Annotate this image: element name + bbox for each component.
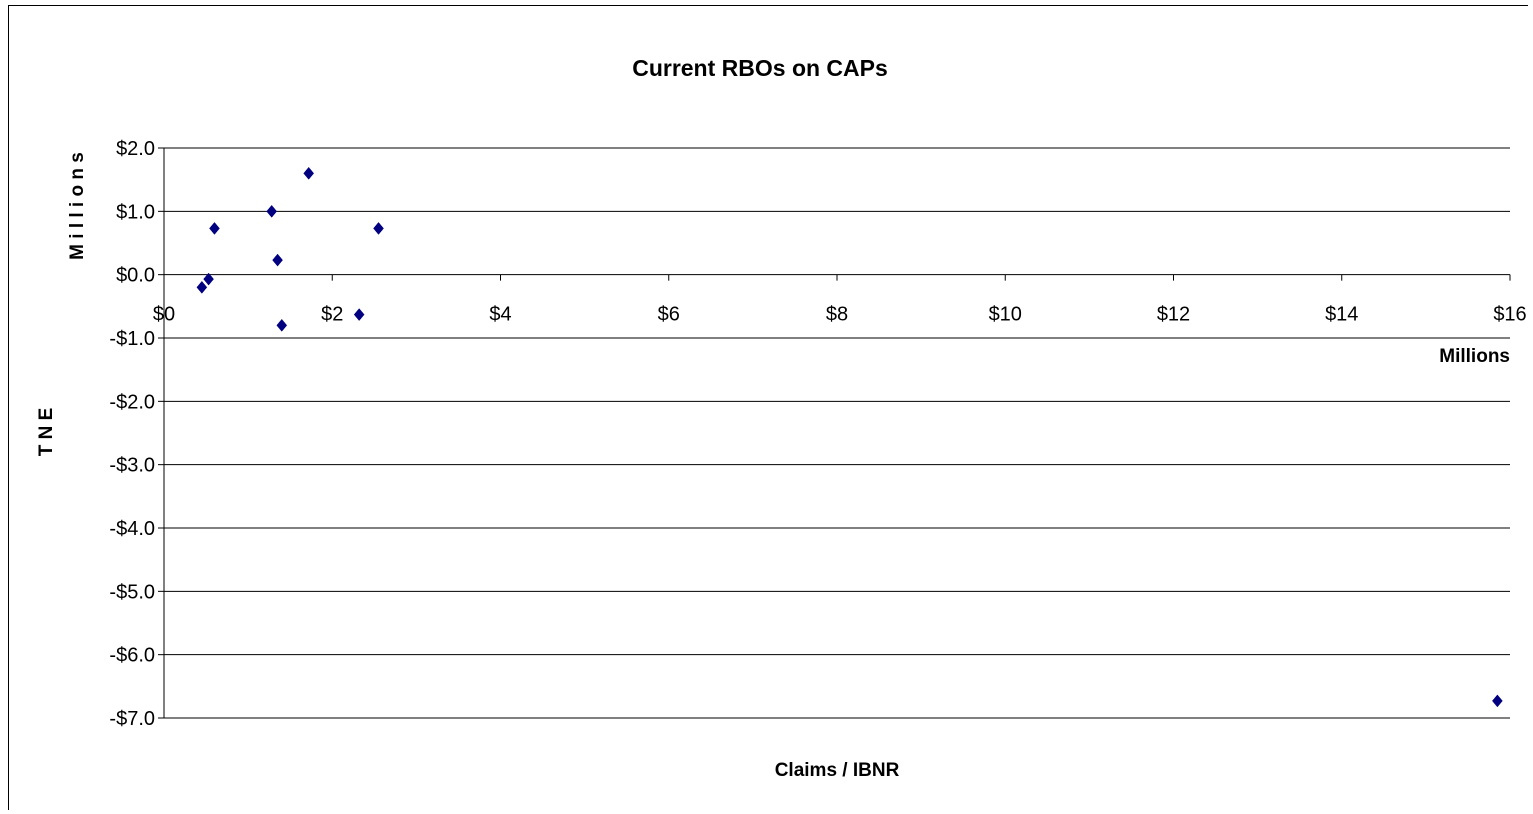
x-tick-label: $14 [1325,304,1358,326]
data-point [266,204,278,218]
data-points [196,166,1503,708]
y-tick-label: $0.0 [116,265,155,287]
y-axis-title: T N E [36,408,57,457]
data-point [373,222,384,235]
y-tick-label: $1.0 [116,201,155,223]
x-tick-label: $8 [826,304,848,326]
x-tick-label: $4 [489,304,511,326]
x-tick-label: $16 [1493,304,1526,326]
data-point [209,222,220,235]
y-tick-label: -$2.0 [109,391,155,413]
data-point [272,253,283,267]
chart-title: Current RBOs on CAPs [632,55,888,81]
y-units-label: M i l l i o n s [67,152,88,260]
data-point [353,308,365,321]
y-tick-label: -$5.0 [109,581,155,603]
y-tick-label: $2.0 [116,138,155,160]
data-point [203,272,214,286]
y-tick-label: -$4.0 [109,518,155,540]
y-tick-label: -$3.0 [109,455,155,477]
x-tick-label: $6 [658,304,680,326]
x-tick-labels: $0 $2 $4 $6 $8 $10 $12 $14 $16 [153,304,1527,326]
y-tick-label: -$6.0 [109,645,155,667]
data-point [196,280,208,294]
x-tick-label: $12 [1157,304,1190,326]
x-tick-label: $2 [321,304,343,326]
x-tick-label: $10 [989,304,1022,326]
x-axis-title: Claims / IBNR [775,760,900,781]
gridlines [164,147,1510,719]
x-units-label: Millions [1439,346,1510,367]
y-tick-label: -$1.0 [109,328,155,350]
axes [158,147,1511,719]
y-tick-labels: $2.0 $1.0 $0.0 -$1.0 -$2.0 -$3.0 -$4.0 -$5.0 -$6… [109,138,155,730]
y-tick-label: -$7.0 [109,708,155,730]
data-point [276,318,288,332]
data-point [303,166,315,180]
chart-frame [8,5,1528,810]
data-point [1492,694,1503,708]
x-tick-label: $0 [153,304,175,326]
